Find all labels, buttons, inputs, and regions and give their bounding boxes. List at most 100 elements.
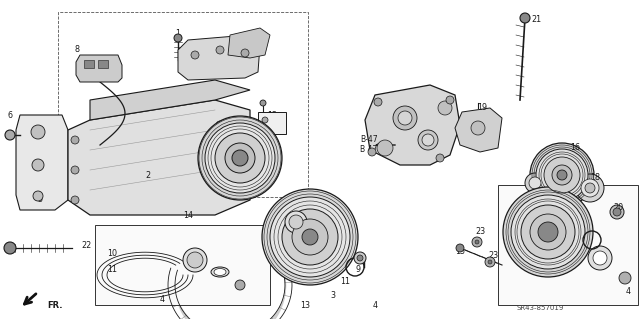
Circle shape [530, 214, 566, 250]
Circle shape [613, 208, 621, 216]
Text: 9: 9 [579, 228, 584, 238]
Circle shape [33, 191, 43, 201]
Text: 16: 16 [570, 144, 580, 152]
Circle shape [581, 179, 599, 197]
Circle shape [472, 237, 482, 247]
Circle shape [377, 140, 393, 156]
Circle shape [285, 211, 307, 233]
Circle shape [593, 251, 607, 265]
Text: 12: 12 [267, 110, 277, 120]
Ellipse shape [214, 269, 226, 276]
Circle shape [292, 219, 328, 255]
Text: 11: 11 [340, 278, 350, 286]
Circle shape [585, 183, 595, 193]
Text: 7: 7 [556, 186, 561, 195]
Text: 10: 10 [107, 249, 117, 257]
Circle shape [418, 130, 438, 150]
Text: 11: 11 [593, 250, 603, 259]
Polygon shape [228, 28, 270, 58]
Text: 9: 9 [355, 265, 360, 275]
Circle shape [205, 123, 275, 193]
Circle shape [436, 154, 444, 162]
Circle shape [289, 215, 303, 229]
Circle shape [422, 134, 434, 146]
Text: 8: 8 [74, 46, 79, 55]
Circle shape [270, 197, 350, 277]
Polygon shape [365, 85, 460, 165]
Text: 22: 22 [82, 241, 92, 249]
Circle shape [471, 121, 485, 135]
Circle shape [183, 248, 207, 272]
Circle shape [368, 148, 376, 156]
Circle shape [393, 106, 417, 130]
Polygon shape [76, 55, 122, 82]
Circle shape [503, 187, 593, 277]
Circle shape [398, 111, 412, 125]
Circle shape [521, 205, 575, 259]
Bar [58, 12, 308, 197]
Circle shape [235, 280, 245, 290]
Circle shape [198, 116, 282, 200]
Text: 20: 20 [613, 203, 623, 211]
Text: 23: 23 [475, 227, 485, 236]
Text: 11: 11 [107, 265, 117, 275]
Text: 23: 23 [488, 251, 498, 261]
Bar [95, 225, 270, 305]
Circle shape [530, 143, 594, 207]
Circle shape [232, 150, 248, 166]
Text: 5: 5 [37, 196, 43, 204]
Circle shape [456, 244, 464, 252]
Polygon shape [68, 100, 250, 215]
Text: 13: 13 [300, 300, 310, 309]
Circle shape [446, 96, 454, 104]
Circle shape [374, 98, 382, 106]
Circle shape [174, 34, 182, 42]
Circle shape [354, 252, 366, 264]
Text: 15: 15 [455, 248, 465, 256]
Circle shape [588, 246, 612, 270]
Text: 19: 19 [477, 102, 487, 112]
Text: 14: 14 [183, 211, 193, 219]
Text: 2: 2 [145, 170, 150, 180]
Circle shape [71, 196, 79, 204]
Circle shape [544, 157, 580, 193]
Circle shape [282, 209, 338, 265]
Text: 18: 18 [590, 173, 600, 182]
Text: 6: 6 [8, 110, 13, 120]
Circle shape [485, 257, 495, 267]
Circle shape [525, 173, 545, 193]
Circle shape [438, 101, 452, 115]
Circle shape [538, 222, 558, 242]
Text: SR43-857019: SR43-857019 [516, 305, 564, 311]
Circle shape [5, 130, 15, 140]
Text: 3: 3 [330, 291, 335, 300]
Circle shape [262, 117, 268, 123]
Circle shape [260, 100, 266, 106]
Circle shape [357, 255, 363, 261]
Circle shape [4, 242, 16, 254]
Circle shape [576, 174, 604, 202]
Circle shape [241, 49, 249, 57]
Circle shape [71, 166, 79, 174]
Bar [498, 185, 638, 305]
Ellipse shape [211, 267, 229, 277]
Circle shape [262, 189, 358, 285]
Circle shape [187, 252, 203, 268]
Text: 21: 21 [531, 14, 541, 24]
Bar [258, 112, 286, 134]
Circle shape [619, 272, 631, 284]
Text: B 47 1: B 47 1 [360, 145, 385, 154]
Circle shape [71, 136, 79, 144]
Text: 4: 4 [372, 300, 378, 309]
Polygon shape [90, 80, 250, 120]
Circle shape [216, 46, 224, 54]
Circle shape [520, 13, 530, 23]
Circle shape [225, 143, 255, 173]
Circle shape [216, 121, 224, 129]
Circle shape [302, 229, 318, 245]
Circle shape [529, 177, 541, 189]
Bar [98, 60, 108, 68]
Polygon shape [16, 115, 68, 210]
Circle shape [557, 170, 567, 180]
Text: 10: 10 [291, 216, 301, 225]
